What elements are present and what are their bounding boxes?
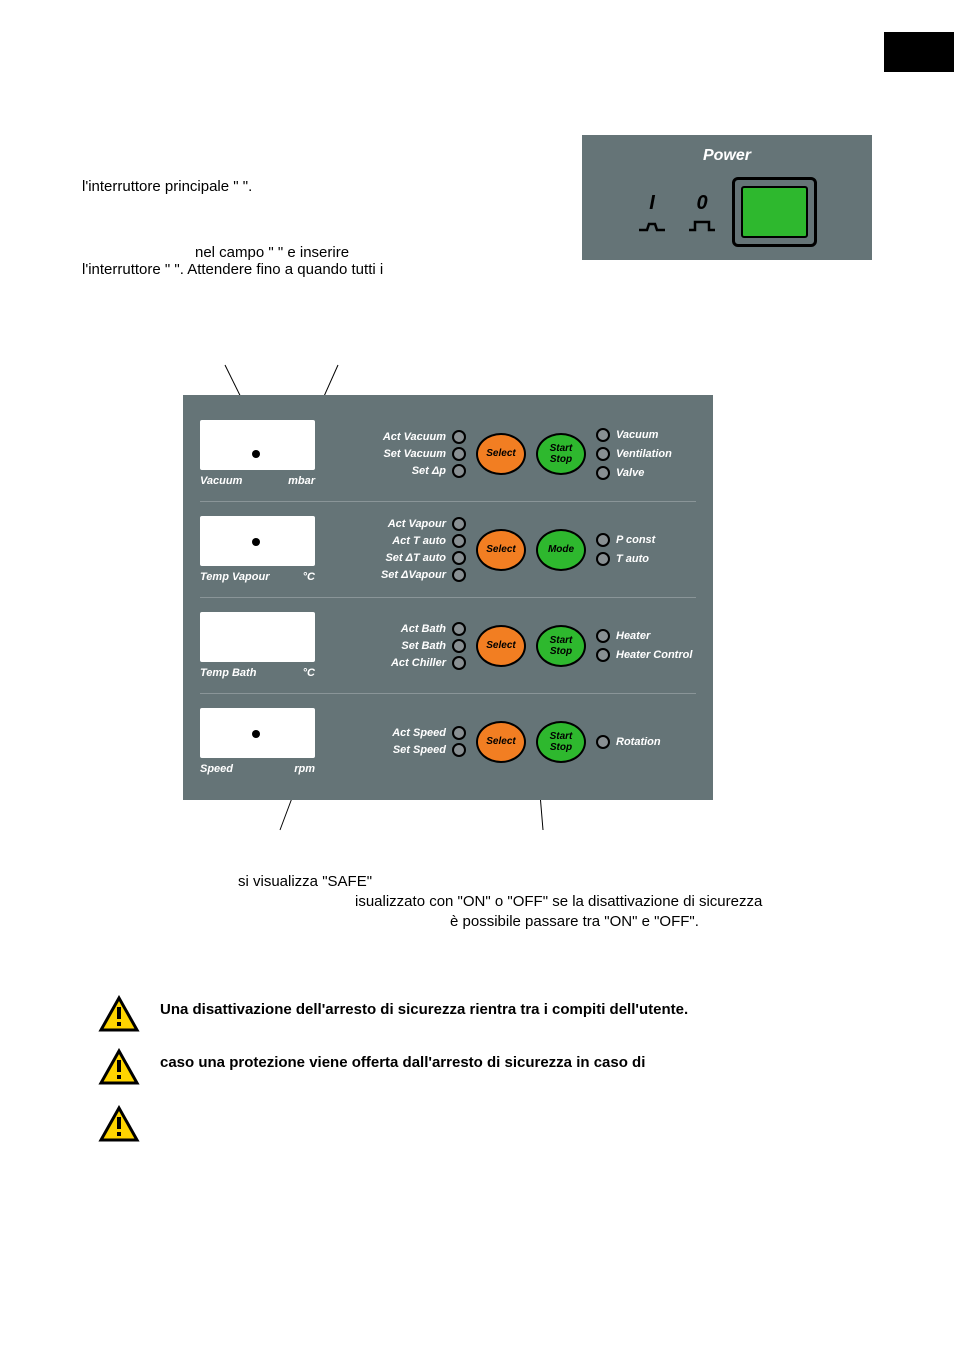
gauge: Vacuum mbar: [200, 420, 315, 487]
led-icon: [452, 743, 466, 757]
readout-item: Act Bath: [401, 622, 466, 636]
indicator-item: Heater Control: [596, 648, 696, 662]
indicator-item: Ventilation: [596, 447, 696, 461]
led-icon: [596, 648, 610, 662]
action-button[interactable]: StartStop: [536, 625, 586, 667]
warning-2-text: caso una protezione viene offerta dall'a…: [160, 1048, 645, 1071]
gauge-unit: °C: [303, 571, 315, 583]
warning-1-text: Una disattivazione dell'arresto di sicur…: [160, 995, 688, 1018]
indicator-item: P const: [596, 533, 696, 547]
intro-text-1: l'interruttore principale " ".: [82, 178, 252, 195]
led-icon: [452, 534, 466, 548]
gauge: Speed rpm: [200, 708, 315, 775]
led-icon: [452, 551, 466, 565]
action-button[interactable]: StartStop: [536, 721, 586, 763]
warning-icon: [98, 995, 140, 1033]
switch-on-icon: [637, 218, 667, 232]
indicator-item: Valve: [596, 466, 696, 480]
switch-off[interactable]: 0: [687, 192, 717, 232]
switch-off-icon: [687, 218, 717, 232]
readout-item: Set Vacuum: [383, 447, 466, 461]
note-text-2: isualizzato con "ON" o "OFF" se la disat…: [355, 893, 762, 910]
intro-text-2b: l'interruttore " ". Attendere fino a qua…: [82, 261, 383, 278]
readout-item: Set ΔVapour: [381, 568, 466, 582]
warning-icon: [98, 1048, 140, 1086]
power-switches: I 0: [637, 192, 717, 232]
gauge: Temp Vapour °C: [200, 516, 315, 583]
readout-item: Set ΔT auto: [385, 551, 466, 565]
led-icon: [452, 430, 466, 444]
readout-item: Set Speed: [393, 743, 466, 757]
gauge-unit: rpm: [294, 763, 315, 775]
warning-3: [98, 1105, 140, 1143]
page-marker: [884, 32, 954, 72]
led-icon: [596, 466, 610, 480]
intro-text-2a: nel campo " " e inserire: [195, 244, 349, 261]
indicator-item: Heater: [596, 629, 696, 643]
led-icon: [452, 464, 466, 478]
readout-item: Act Vapour: [388, 517, 466, 531]
led-icon: [452, 447, 466, 461]
indicators: Rotation: [596, 735, 696, 749]
gauge-label: Vacuum: [200, 475, 242, 487]
indicator-item: Vacuum: [596, 428, 696, 442]
action-button[interactable]: Mode: [536, 529, 586, 571]
note-text-3: è possibile passare tra "ON" e "OFF".: [450, 913, 699, 930]
select-button[interactable]: Select: [476, 625, 526, 667]
action-button[interactable]: StartStop: [536, 433, 586, 475]
led-icon: [452, 622, 466, 636]
indicators: Vacuum Ventilation Valve: [596, 428, 696, 480]
readout-item: Set Bath: [401, 639, 466, 653]
switch-on[interactable]: I: [637, 192, 667, 232]
led-icon: [596, 533, 610, 547]
gauge-unit: °C: [303, 667, 315, 679]
power-screen-frame: [732, 177, 817, 247]
readouts: Act Vacuum Set Vacuum Set Δp: [325, 430, 466, 478]
panel-section: Vacuum mbar Act Vacuum Set Vacuum Set Δp Sele…: [200, 412, 696, 495]
indicator-item: Rotation: [596, 735, 696, 749]
readout-item: Act T auto: [392, 534, 466, 548]
led-icon: [452, 568, 466, 582]
led-icon: [596, 447, 610, 461]
select-button[interactable]: Select: [476, 721, 526, 763]
power-module: Power I 0: [582, 135, 872, 260]
readout-item: Set Δp: [412, 464, 466, 478]
warning-2: caso una protezione viene offerta dall'a…: [98, 1048, 645, 1086]
readouts: Act Speed Set Speed: [325, 726, 466, 757]
gauge: Temp Bath °C: [200, 612, 315, 679]
readout-item: Act Speed: [392, 726, 466, 740]
led-icon: [596, 428, 610, 442]
readouts: Act Vapour Act T auto Set ΔT auto Set ΔVapo…: [325, 517, 466, 582]
indicators: P const T auto: [596, 533, 696, 566]
readout-item: Act Chiller: [391, 656, 466, 670]
warning-icon: [98, 1105, 140, 1143]
select-button[interactable]: Select: [476, 433, 526, 475]
led-icon: [596, 629, 610, 643]
warning-1: Una disattivazione dell'arresto di sicur…: [98, 995, 688, 1033]
indicator-item: T auto: [596, 552, 696, 566]
led-icon: [452, 639, 466, 653]
readouts: Act Bath Set Bath Act Chiller: [325, 622, 466, 670]
led-icon: [452, 656, 466, 670]
panel-section: Temp Bath °C Act Bath Set Bath Act Chiller Se…: [200, 597, 696, 687]
led-icon: [452, 726, 466, 740]
gauge-label: Temp Bath: [200, 667, 256, 679]
select-button[interactable]: Select: [476, 529, 526, 571]
led-icon: [596, 735, 610, 749]
panel-section: Temp Vapour °C Act Vapour Act T auto Set ΔT …: [200, 501, 696, 591]
gauge-label: Speed: [200, 763, 233, 775]
gauge-label: Temp Vapour: [200, 571, 269, 583]
indicators: Heater Heater Control: [596, 629, 696, 662]
panel-section: Speed rpm Act Speed Set Speed SelectStartSto…: [200, 693, 696, 783]
led-icon: [452, 517, 466, 531]
led-icon: [596, 552, 610, 566]
power-title: Power: [582, 135, 872, 165]
control-panel: Vacuum mbar Act Vacuum Set Vacuum Set Δp Sele…: [183, 395, 713, 800]
readout-item: Act Vacuum: [383, 430, 466, 444]
gauge-unit: mbar: [288, 475, 315, 487]
note-text-1: si visualizza "SAFE": [238, 873, 372, 890]
power-screen: [741, 186, 808, 238]
